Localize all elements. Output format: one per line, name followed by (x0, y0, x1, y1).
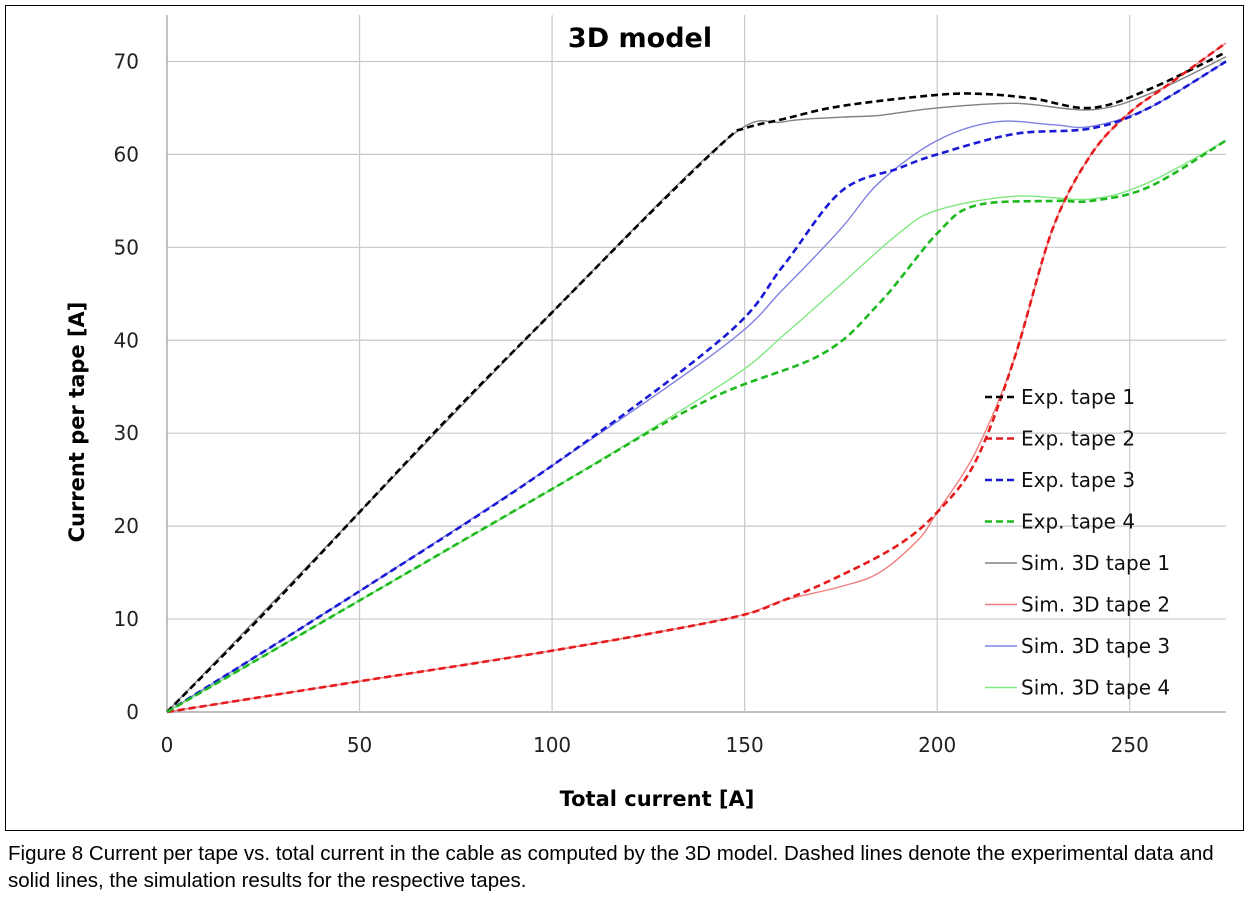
legend-label-1: Exp. tape 2 (1021, 427, 1135, 451)
legend-label-4: Sim. 3D tape 1 (1021, 551, 1170, 575)
y-tick-label: 60 (114, 142, 139, 166)
x-tick-label: 100 (533, 733, 571, 757)
x-tick-label: 150 (726, 733, 764, 757)
legend-label-3: Exp. tape 4 (1021, 510, 1135, 534)
series-line-2 (166, 60, 1227, 714)
tick-labels: 0 10 20 30 40 50 60 70 0 50 100 150 200 250 (114, 49, 1149, 757)
x-tick-label: 0 (161, 733, 174, 757)
series-lines (166, 41, 1227, 714)
legend: Exp. tape 1 Exp. tape 2 Exp. tape 3 Exp. ta… (985, 385, 1170, 700)
y-axis-title: Current per tape [A] (65, 302, 89, 543)
y-tick-label: 30 (114, 421, 139, 445)
legend-label-6: Sim. 3D tape 3 (1021, 634, 1170, 658)
grid (166, 15, 1226, 713)
y-tick-label: 0 (126, 700, 139, 724)
series-line-3 (166, 139, 1227, 714)
x-tick-label: 50 (347, 733, 372, 757)
x-axis-title: Total current [A] (560, 787, 755, 811)
y-tick-label: 20 (114, 514, 139, 538)
figure-frame (5, 5, 1244, 831)
series-line-1 (166, 41, 1227, 714)
y-tick-label: 10 (114, 607, 139, 631)
legend-label-5: Sim. 3D tape 2 (1021, 593, 1170, 617)
figure-caption: Figure 8 Current per tape vs. total curr… (8, 842, 1214, 892)
y-tick-label: 70 (114, 49, 139, 73)
x-tick-label: 200 (918, 733, 956, 757)
legend-label-0: Exp. tape 1 (1021, 385, 1135, 409)
series-line-4 (166, 56, 1227, 713)
legend-label-2: Exp. tape 3 (1021, 468, 1135, 492)
legend-label-7: Sim. 3D tape 4 (1021, 676, 1170, 700)
series-line-0 (166, 51, 1227, 713)
x-tick-label: 250 (1111, 733, 1149, 757)
chart-title: 3D model (568, 23, 712, 54)
y-tick-label: 40 (114, 328, 139, 352)
y-tick-label: 50 (114, 235, 139, 259)
